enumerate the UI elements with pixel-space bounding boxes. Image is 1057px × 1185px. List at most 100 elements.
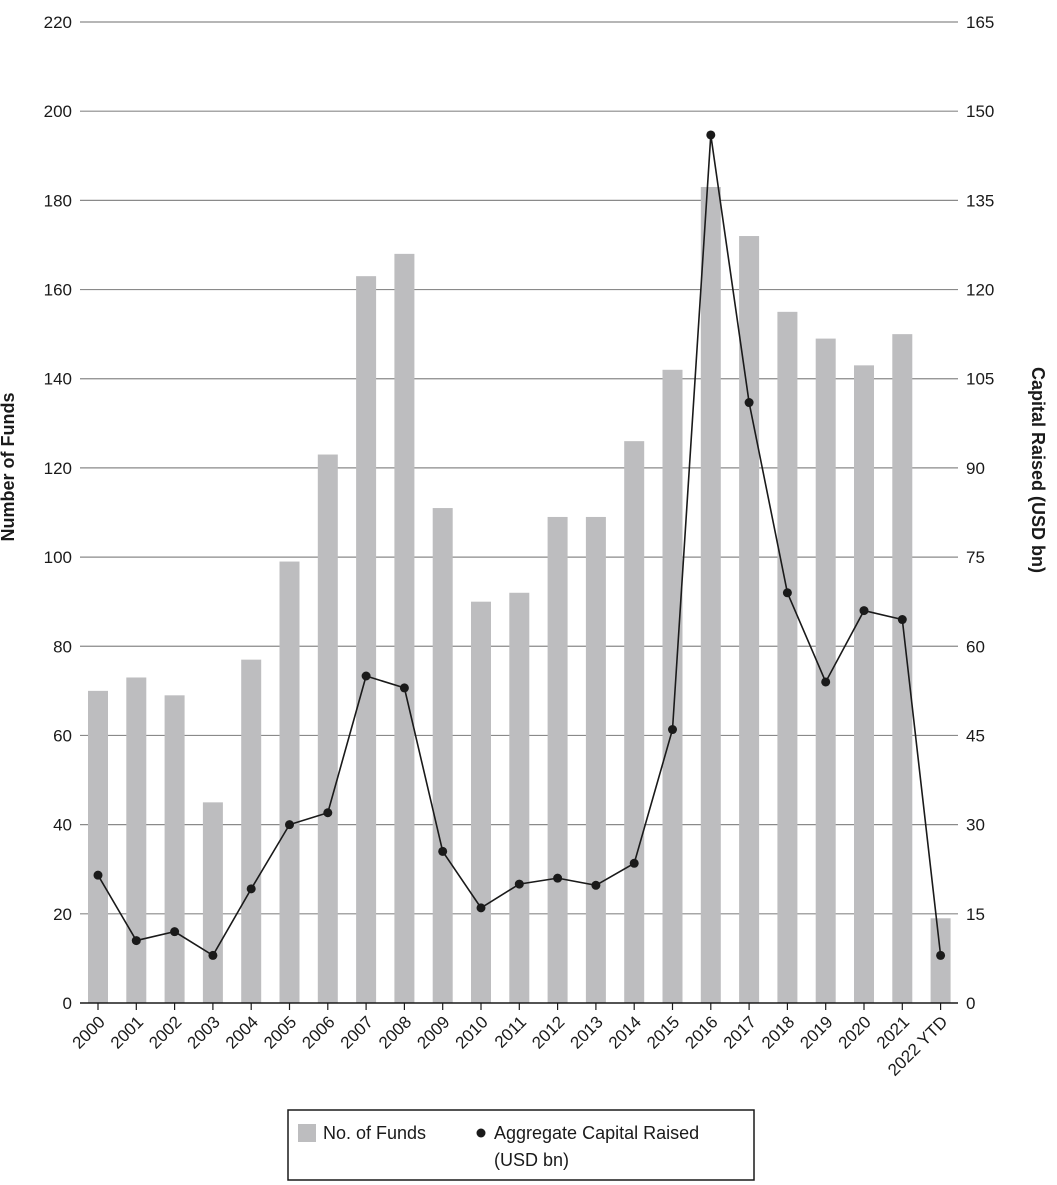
bar (126, 677, 147, 1003)
left-tick-label: 40 (53, 816, 72, 835)
x-tick-label: 2007 (337, 1012, 377, 1052)
bar (202, 802, 223, 1003)
left-tick-label: 80 (53, 637, 72, 656)
bar (700, 186, 721, 1004)
bar (509, 592, 530, 1003)
line-point (591, 880, 601, 890)
left-tick-label: 180 (44, 191, 72, 210)
x-tick-label: 2016 (681, 1012, 721, 1052)
right-tick-label: 105 (966, 370, 994, 389)
line-point (131, 936, 141, 946)
left-tick-label: 160 (44, 281, 72, 300)
left-tick-label: 140 (44, 370, 72, 389)
x-tick-label: 2008 (375, 1012, 415, 1052)
line-point (285, 820, 294, 830)
left-axis-ticks: 0 20 40 60 80 100 120 140 160 180 200 220 (44, 13, 72, 1013)
bar (547, 516, 568, 1003)
x-tick-label: 2018 (758, 1012, 798, 1052)
right-axis-title: Capital Raised (USD bn) (1028, 367, 1048, 573)
line-point (476, 903, 486, 913)
right-axis-ticks: 0 15 30 45 60 75 90 105 120 135 150 165 (966, 13, 994, 1013)
bar (241, 659, 262, 1003)
x-tick-label: 2014 (605, 1012, 645, 1052)
x-tick-label: 2009 (413, 1012, 453, 1052)
line-point (438, 846, 448, 856)
axes (80, 1002, 958, 1010)
bar (662, 369, 683, 1003)
x-tick-label: 2003 (184, 1012, 224, 1052)
line-point (208, 950, 218, 960)
right-tick-label: 30 (966, 816, 985, 835)
line-point (859, 606, 869, 616)
bar (815, 338, 836, 1003)
bar (279, 561, 300, 1003)
legend-box (287, 1109, 755, 1181)
x-tick-label: 2020 (835, 1012, 875, 1052)
left-tick-label: 200 (44, 102, 72, 121)
line-point (668, 725, 677, 735)
bar (471, 601, 491, 1003)
x-tick-label: 2006 (298, 1012, 338, 1052)
line-point (93, 870, 103, 880)
line-point (323, 808, 333, 818)
bar (892, 334, 913, 1003)
x-tick-label: 2012 (528, 1012, 568, 1052)
left-tick-label: 20 (53, 905, 72, 924)
gridlines (80, 21, 958, 915)
line-point (706, 130, 716, 140)
x-tick-label: 2013 (567, 1012, 607, 1052)
line-point (170, 927, 180, 937)
bar (777, 311, 798, 1003)
right-tick-label: 120 (966, 281, 994, 300)
right-tick-label: 75 (966, 548, 985, 567)
left-tick-label: 60 (53, 726, 72, 745)
line-point (246, 884, 256, 894)
legend-swatch-no-of-funds (298, 1124, 316, 1142)
bar (317, 454, 338, 1003)
line-point (821, 677, 831, 687)
left-tick-label: 100 (44, 548, 72, 567)
x-tick-label: 2017 (720, 1012, 760, 1052)
x-tick-label: 2010 (452, 1012, 492, 1052)
line-point (553, 873, 563, 883)
line-point (782, 588, 792, 598)
x-tick-label: 2004 (222, 1012, 262, 1052)
left-tick-label: 0 (63, 994, 72, 1013)
left-tick-label: 120 (44, 459, 72, 478)
right-tick-label: 165 (966, 13, 994, 32)
right-tick-label: 60 (966, 637, 985, 656)
legend: No. of Funds Aggregate Capital Raised (U… (287, 1109, 755, 1181)
line-point (629, 858, 639, 868)
bar (624, 441, 645, 1003)
x-axis-ticks: 2000200120022003200420052006200720082009… (69, 1012, 952, 1079)
bar (356, 276, 377, 1003)
line-point (399, 683, 409, 693)
x-tick-label: 2011 (491, 1012, 530, 1051)
right-tick-label: 150 (966, 102, 994, 121)
right-tick-label: 15 (966, 905, 985, 924)
legend-label-aggregate-capital-line1: Aggregate Capital Raised (494, 1123, 699, 1143)
line-series-aggregate-capital (93, 130, 946, 960)
bar-series-no-of-funds (88, 186, 951, 1004)
left-tick-label: 220 (44, 13, 72, 32)
left-axis-title: Number of Funds (0, 393, 18, 542)
line-point (936, 950, 946, 960)
x-tick-label: 2015 (643, 1012, 683, 1052)
x-tick-label: 2001 (107, 1012, 147, 1052)
bar (585, 516, 606, 1003)
right-tick-label: 45 (966, 726, 985, 745)
bar (394, 253, 415, 1003)
x-tick-label: 2019 (796, 1012, 836, 1052)
line-point (744, 398, 754, 408)
right-tick-label: 0 (966, 994, 975, 1013)
line-point (514, 879, 524, 889)
bar (432, 508, 453, 1003)
right-tick-label: 90 (966, 459, 985, 478)
line-point (897, 615, 907, 625)
x-tick-label: 2002 (145, 1012, 185, 1052)
x-tick-label: 2000 (69, 1012, 109, 1052)
legend-label-no-of-funds: No. of Funds (323, 1123, 426, 1143)
right-tick-label: 135 (966, 191, 994, 210)
bar (164, 695, 185, 1003)
